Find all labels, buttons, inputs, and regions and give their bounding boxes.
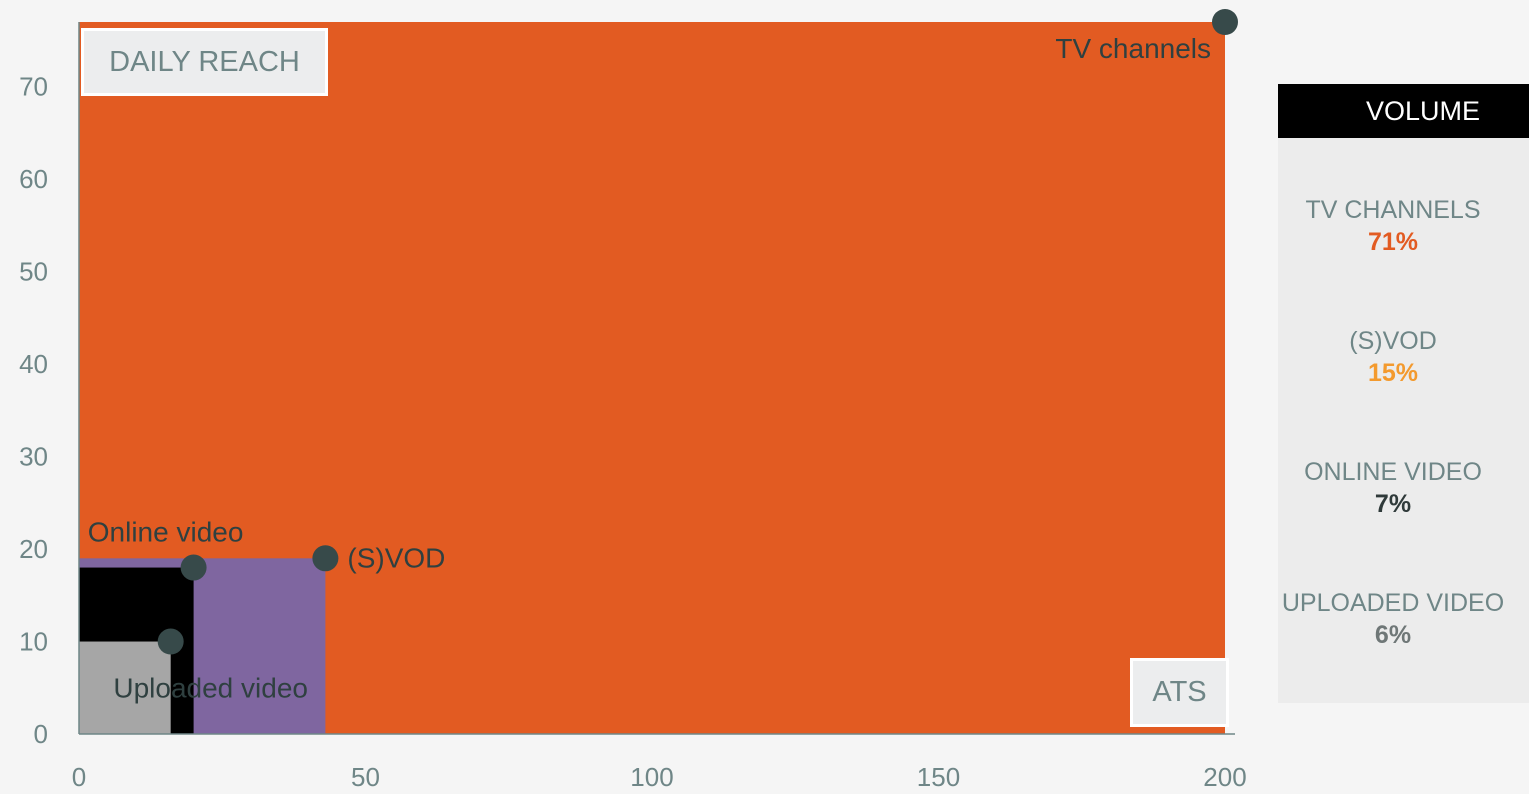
x-tick-label: 100 [630,762,673,792]
legend-item-name: (S)VOD [1349,327,1437,355]
y-tick-label: 0 [34,719,48,749]
point-online-video [180,554,207,581]
point-label-tv-channels: TV channels [1055,33,1211,64]
y-tick-label: 20 [19,534,48,564]
legend-item-name: UPLOADED VIDEO [1281,589,1505,617]
legend-item-uploaded-video: UPLOADED VIDEO 6% [1278,587,1508,718]
legend-item-name: TV CHANNELS [1305,196,1481,224]
x-tick-label: 150 [917,762,960,792]
point-label-online-video: Online video [88,517,244,548]
point-s-vod [312,545,339,572]
legend-item-name: ONLINE VIDEO [1304,458,1482,486]
legend-item-value: 7% [1374,490,1412,518]
y-tick-label: 70 [19,72,48,102]
legend-item-online-video: ONLINE VIDEO 7% [1278,456,1508,587]
legend-item-tv-channels: TV CHANNELS 71% [1278,194,1508,325]
point-label-uploaded-video: Uploaded video [113,673,308,704]
legend-title: VOLUME [1278,84,1529,138]
legend-item-svod: (S)VOD 15% [1278,325,1508,456]
y-tick-label: 10 [19,627,48,657]
point-tv-channels [1212,9,1238,35]
point-uploaded-video [157,628,184,655]
point-label-s-vod: (S)VOD [347,542,445,573]
y-axis-title-box: DAILY REACH [81,28,328,96]
legend-item-value: 71% [1367,228,1419,256]
legend-body: TV CHANNELS 71% (S)VOD 15% ONLINE VIDEO … [1278,138,1529,703]
legend-item-value: 6% [1374,621,1412,649]
y-tick-label: 40 [19,349,48,379]
volume-legend: VOLUME TV CHANNELS 71% (S)VOD 15% ONLINE… [1278,84,1529,705]
x-tick-label: 200 [1203,762,1246,792]
y-tick-label: 60 [19,164,48,194]
area-uploaded-video [79,641,171,734]
y-tick-label: 50 [19,257,48,287]
legend-item-value: 15% [1367,359,1419,387]
y-tick-label: 30 [19,442,48,472]
x-tick-label: 50 [351,762,380,792]
x-tick-label: 0 [72,762,86,792]
x-axis-title-box: ATS [1130,658,1229,727]
